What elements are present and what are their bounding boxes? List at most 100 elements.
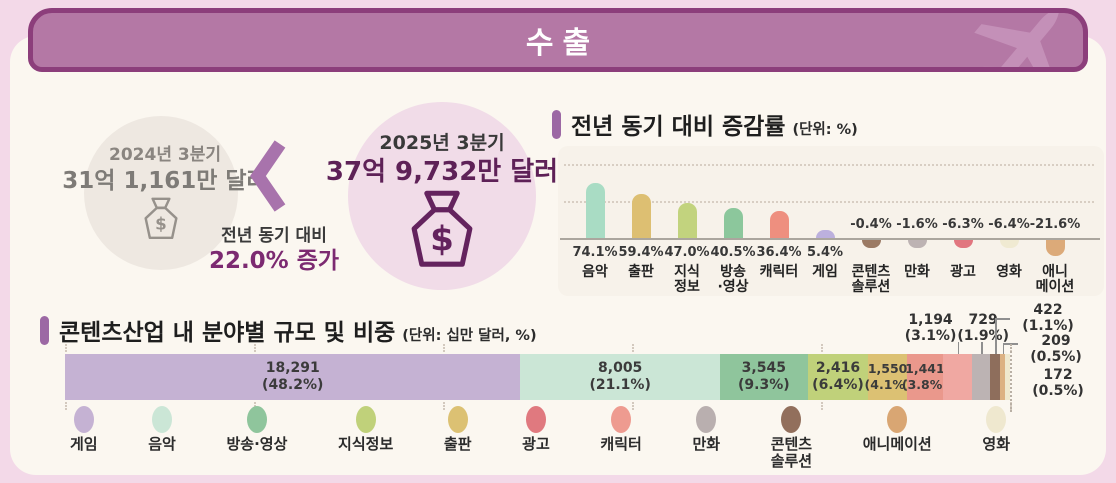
legend-dot xyxy=(246,406,267,433)
callout-label-애니메이션: 209 (0.5%) xyxy=(1018,333,1094,365)
legend-label-line: 영화 xyxy=(982,435,1010,453)
bar-게임 xyxy=(815,230,835,238)
segment-value: 1,550 xyxy=(867,361,908,377)
axis-tick xyxy=(65,344,67,352)
segment-만화 xyxy=(972,354,991,400)
header-bar: 수출 xyxy=(28,8,1088,72)
legend-label-line: 게임 xyxy=(70,435,98,453)
legend-label: 출판 xyxy=(444,436,472,453)
segment-value: 1,441 xyxy=(905,361,945,377)
value-label: 74.1% xyxy=(572,245,618,260)
legend-label: 광고 xyxy=(522,436,550,453)
legend-item-콘텐츠솔루션: 콘텐츠 솔루션 xyxy=(771,406,812,469)
category-line: ·영상 xyxy=(717,278,749,295)
legend-item-지식정보: 지식정보 xyxy=(338,406,393,469)
category-line: 지식 xyxy=(674,264,700,280)
comparison-label: 전년 동기 대비 xyxy=(221,226,327,246)
callout-pct: (0.5%) xyxy=(1032,383,1084,400)
legend-dot xyxy=(986,406,1007,433)
growth-section-title: 전년 동기 대비 증감률 (단위: %) xyxy=(571,107,858,141)
category-label: 콘텐츠 솔루션 xyxy=(834,265,908,295)
segment-value: 8,005 xyxy=(598,359,643,376)
share-section-marker xyxy=(40,316,49,345)
legend-label-line: 음악 xyxy=(148,435,176,453)
legend-dot xyxy=(611,406,632,433)
segment-음악: 8,005 (21.1%) xyxy=(520,354,720,400)
value-label: -0.4% xyxy=(850,217,892,232)
segment-지식정보: 2,416 (6.4%) xyxy=(807,354,869,400)
legend-label: 게임 xyxy=(70,436,98,453)
segment-value: 18,291 xyxy=(265,359,320,376)
segment-pct: (9.3%) xyxy=(738,377,790,393)
growth-section-marker xyxy=(552,110,561,139)
bar-콘텐츠솔루션 xyxy=(861,240,881,248)
legend-label: 음악 xyxy=(148,436,176,453)
share-title-prefix: 콘텐츠산업 내 분야별 xyxy=(59,320,274,346)
segment-방송·영상: 3,545 (9.3%) xyxy=(719,354,808,400)
share-stacked-bar: 18,291 (48.2%) 8,005 (21.1%) 3,545 (9.3%) 2,41… xyxy=(65,354,1010,400)
legend-label: 영화 xyxy=(982,436,1010,453)
money-bag-icon-gray: $ xyxy=(144,197,178,240)
callout-pct: (3.1%) xyxy=(904,328,957,345)
category-line: 게임 xyxy=(812,264,838,280)
segment-콘텐츠솔루션 xyxy=(990,354,1001,400)
category-label: 지식 정보 xyxy=(650,265,724,295)
legend-label-line: 캐릭터 xyxy=(600,435,642,453)
category-label: 방송 ·영상 xyxy=(696,265,770,295)
category-label: 출판 xyxy=(604,265,678,280)
legend-dot xyxy=(447,406,468,433)
segment-영화 xyxy=(1005,354,1010,400)
legend-item-영화: 영화 xyxy=(982,406,1010,469)
callout-line xyxy=(995,318,997,354)
axis-tick xyxy=(632,344,634,352)
previous-quarter-period: 2024년 3분기 xyxy=(109,145,221,165)
axis-tick xyxy=(443,402,445,410)
legend-label-line: 방송·영상 xyxy=(226,435,288,453)
page-title: 수출 xyxy=(525,26,600,61)
airplane-icon xyxy=(974,13,1060,67)
callout-line xyxy=(995,318,1010,320)
category-line: 애니 xyxy=(1042,264,1068,280)
legend-item-출판: 출판 xyxy=(444,406,472,469)
value-label: 36.4% xyxy=(756,245,802,260)
legend-label: 만화 xyxy=(692,436,720,453)
segment-value: 2,416 xyxy=(815,359,861,376)
segment-게임: 18,291 (48.2%) xyxy=(65,354,521,400)
bar-음악 xyxy=(585,183,605,238)
segment-pct: (4.1%) xyxy=(864,377,911,392)
callout-value: 1,194 xyxy=(908,312,953,328)
segment-label: 1,550 (4.1%) xyxy=(865,361,911,392)
segment-pct: (6.4%) xyxy=(812,377,864,393)
segment-애니메이션 xyxy=(1000,354,1006,400)
callout-value: 172 xyxy=(1043,367,1073,383)
callout-label-영화: 172 (0.5%) xyxy=(1020,367,1096,399)
legend-item-광고: 광고 xyxy=(522,406,550,469)
legend-label: 캐릭터 xyxy=(600,436,641,453)
category-label: 캐릭터 xyxy=(742,265,816,280)
axis-tick xyxy=(821,344,823,352)
category-line: 광고 xyxy=(950,264,976,280)
callout-label-캐릭터: 1,194 (3.1%) xyxy=(893,312,969,344)
segment-pct: (3.8%) xyxy=(901,377,948,392)
legend-label: 방송·영상 xyxy=(227,436,288,453)
comparison-change: 22.0% 증가 xyxy=(208,248,340,274)
previous-quarter-amount: 31억 1,161만 달러 xyxy=(62,168,268,194)
bar-지식정보 xyxy=(677,203,697,238)
segment-value: 3,545 xyxy=(741,359,786,376)
legend-label-line: 솔루션 xyxy=(770,451,813,470)
value-label: -1.6% xyxy=(896,217,938,232)
category-line: 방송 xyxy=(720,264,746,280)
value-label: 5.4% xyxy=(806,245,844,260)
gridline xyxy=(564,164,1094,166)
legend-label: 콘텐츠 솔루션 xyxy=(771,436,812,469)
callout-value: 729 xyxy=(968,312,998,328)
money-bag-icon-purple: $ xyxy=(411,190,473,267)
category-line: 영화 xyxy=(996,264,1022,280)
bar-캐릭터 xyxy=(769,211,789,238)
segment-label: 18,291 (48.2%) xyxy=(262,360,323,395)
legend-dot xyxy=(696,406,717,433)
share-title-emphasis: 규모 및 비중 xyxy=(273,320,396,346)
category-label: 음악 xyxy=(558,265,632,280)
callout-value: 209 xyxy=(1041,333,1071,349)
